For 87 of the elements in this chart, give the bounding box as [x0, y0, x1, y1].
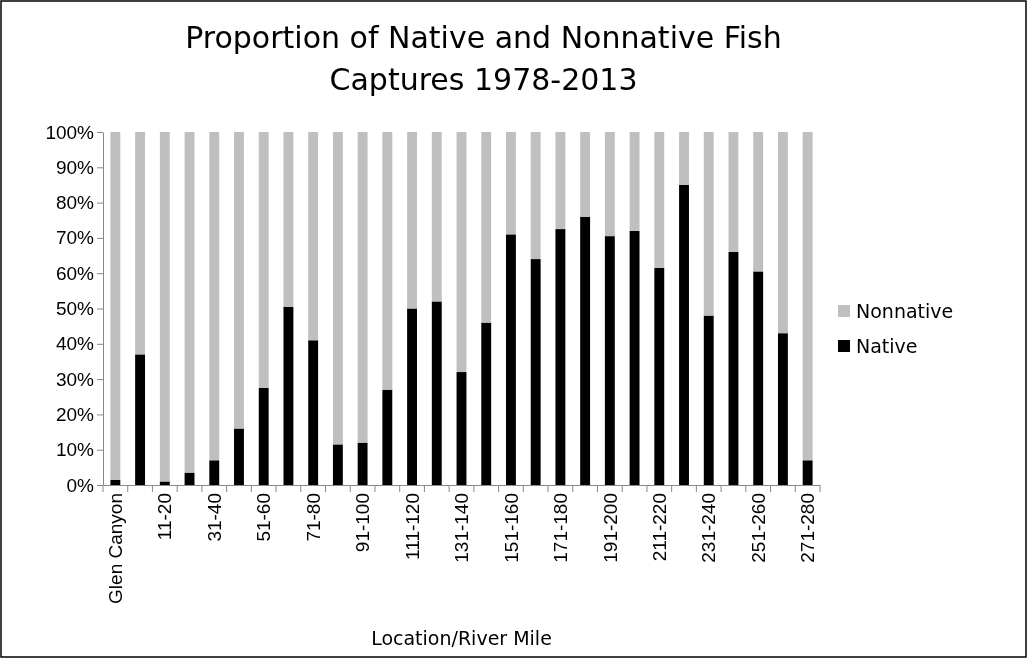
- bar: [481, 132, 492, 323]
- bar: [481, 322, 492, 485]
- y-tick-label: 60%: [55, 262, 95, 284]
- bar: [506, 234, 516, 485]
- bar: [604, 132, 615, 237]
- bar: [580, 132, 591, 217]
- bar: [728, 252, 739, 485]
- bar: [209, 460, 220, 485]
- bar: [802, 132, 813, 461]
- bar: [135, 132, 146, 355]
- x-tick-label: 271-280: [797, 493, 819, 563]
- bar: [382, 389, 393, 485]
- bar: [407, 308, 417, 485]
- bar: [332, 132, 343, 445]
- y-tick-label: 30%: [55, 368, 95, 390]
- x-tick-label: 71-80: [302, 493, 324, 542]
- bar: [382, 132, 393, 390]
- bar: [703, 315, 714, 485]
- bar: [283, 132, 294, 307]
- bar: [728, 132, 739, 253]
- bar: [209, 132, 220, 461]
- bar: [332, 444, 343, 485]
- x-tick-label: 111-120: [401, 493, 423, 560]
- x-tick-label: 171-180: [550, 493, 572, 563]
- bar: [555, 229, 566, 485]
- bar: [357, 132, 368, 443]
- y-tick-label: 90%: [55, 156, 95, 178]
- bar: [530, 132, 541, 260]
- x-tick-label: 11-20: [154, 493, 176, 541]
- bar: [159, 132, 170, 482]
- bar: [456, 372, 467, 485]
- x-tick-label: 231-240: [698, 493, 720, 563]
- bar: [258, 132, 269, 388]
- bar: [604, 236, 615, 485]
- y-tick-label: 50%: [55, 298, 95, 320]
- x-tick-label: 91-100: [352, 493, 374, 553]
- y-tick-label: 80%: [55, 192, 95, 214]
- x-tick-label: 151-160: [500, 493, 522, 563]
- x-tick-label: 251-260: [747, 493, 769, 563]
- bar: [407, 132, 417, 309]
- bar: [431, 301, 442, 485]
- y-tick-label: 20%: [55, 403, 95, 425]
- x-tick-label: Glen Canyon: [105, 493, 127, 604]
- x-tick-label: 51-60: [253, 493, 275, 542]
- y-tick-label: 40%: [55, 333, 95, 355]
- bar: [357, 442, 368, 485]
- bar: [654, 267, 665, 485]
- bar: [629, 132, 640, 231]
- bar: [679, 132, 689, 185]
- chart-title: Proportion of Native and Nonnative Fish Captures 1978-2013: [185, 20, 782, 97]
- bar: [258, 387, 269, 485]
- bar: [703, 132, 714, 316]
- legend-label: Native: [856, 334, 918, 357]
- bar: [308, 132, 319, 341]
- bar: [777, 333, 788, 485]
- bar: [456, 132, 467, 373]
- bar: [110, 132, 121, 480]
- bar: [580, 216, 591, 485]
- bar: [629, 230, 640, 485]
- bar: [159, 481, 170, 485]
- bar: [753, 271, 764, 485]
- bar: [777, 132, 788, 334]
- bar: [506, 132, 516, 235]
- bar: [234, 428, 244, 485]
- bar: [234, 132, 244, 429]
- x-axis-title: Location/River Mile: [371, 627, 552, 649]
- y-tick-label: 0%: [66, 474, 95, 496]
- y-tick-label: 100%: [45, 121, 95, 143]
- bar: [308, 340, 319, 485]
- bar: [110, 479, 121, 485]
- bar: [431, 132, 442, 302]
- y-tick-label: 10%: [55, 439, 95, 461]
- x-tick-label: 31-40: [203, 493, 225, 542]
- bar: [283, 306, 294, 485]
- bar: [555, 132, 566, 230]
- bar: [679, 184, 689, 485]
- legend-label: Nonnative: [856, 299, 954, 322]
- bar: [184, 132, 195, 473]
- y-tick-label: 70%: [55, 227, 95, 249]
- bar: [753, 132, 764, 272]
- bar: [654, 132, 665, 268]
- bar: [135, 354, 146, 485]
- bar: [530, 259, 541, 485]
- x-tick-label: 131-140: [451, 493, 473, 563]
- x-tick-label: 211-220: [648, 493, 670, 562]
- x-tick-label: 191-200: [599, 493, 621, 563]
- bar: [802, 460, 813, 485]
